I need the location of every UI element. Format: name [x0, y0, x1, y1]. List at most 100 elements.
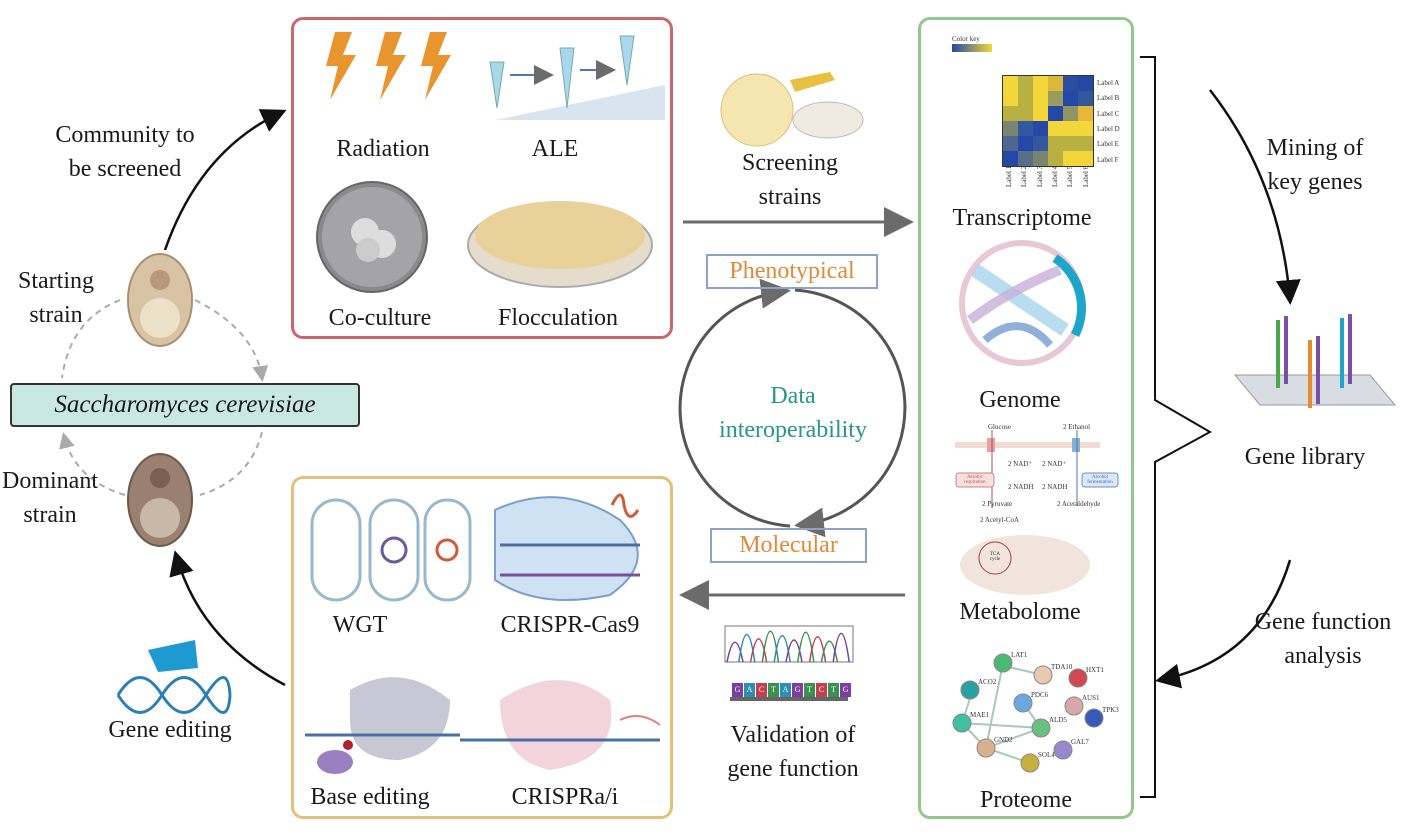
protein-node [993, 653, 1013, 673]
chromatogram-peak [785, 639, 803, 663]
heatmap-cell [1063, 136, 1078, 151]
heatmap-cell [1003, 151, 1018, 166]
heatmap-cell [1003, 76, 1018, 91]
genome-chord-icon [959, 240, 1086, 366]
metabolome-pathway-icon [955, 430, 1119, 595]
omics-bracket [1140, 56, 1213, 798]
starting-strain-cell-icon [127, 253, 193, 347]
heatmap-cell [1003, 106, 1018, 121]
heatmap-row-label: Label B [1097, 94, 1120, 103]
screening-methods-box [291, 17, 673, 339]
screening-strains-label: Screening strains [742, 150, 838, 210]
ethanol-label: 2 Ethanol [1063, 423, 1091, 431]
chromatogram-peak [820, 640, 839, 663]
base-editing-label: Base editing [310, 784, 430, 810]
heatmap-cell [1078, 91, 1093, 106]
heatmap-cell [1048, 76, 1063, 91]
heatmap-cell [1003, 91, 1018, 106]
heatmap-cell [1078, 76, 1093, 91]
heatmap-cell [1003, 121, 1018, 136]
nad-label-2: 2 NAD⁺ [1042, 460, 1067, 468]
protein-label: ACO2 [978, 678, 997, 686]
arrow-function [1155, 559, 1292, 689]
protein-node [1068, 668, 1088, 688]
protein-label: ALD5 [1049, 716, 1067, 724]
heatmap-cell [1048, 136, 1063, 151]
heatmap-cell [1078, 106, 1093, 121]
tca-label: TCA cycle [989, 552, 1001, 562]
nadh-label-1: 2 NADH [1008, 483, 1034, 491]
acetyl-coa-label: 2 Acetyl-CoA [980, 516, 1020, 524]
base-tile: G [840, 683, 851, 697]
heatmap-col-label: Label 6 [1081, 165, 1090, 187]
heatmap-cell [1018, 106, 1033, 121]
heatmap-cell [1033, 151, 1048, 166]
heatmap-cell [1078, 136, 1093, 151]
protein-node [1053, 740, 1073, 760]
gene-library-label: Gene library [1244, 444, 1366, 470]
ale-icon [489, 35, 665, 120]
base-tile: G [732, 683, 743, 697]
metabolome-label: Metabolome [959, 599, 1081, 625]
radiation-label: Radiation [336, 136, 430, 162]
proteome-label: Proteome [980, 787, 1072, 813]
heatmap-row-label: Label E [1097, 140, 1119, 149]
protein-label: SOL4 [1038, 751, 1055, 759]
cycle-arrow-left [678, 278, 791, 528]
protein-label: TPK3 [1102, 706, 1119, 714]
heatmap-cell [1003, 136, 1018, 151]
transcriptome-heatmap: Color key Label A Label B Label C Label D La… [950, 35, 1120, 195]
protein-node [1084, 708, 1104, 728]
editing-methods-box [291, 476, 673, 819]
crispr-cas9-label: CRISPR-Cas9 [500, 612, 640, 638]
alcohol-label: Alcohol fermentation [1087, 475, 1113, 485]
heatmap-cell [1078, 121, 1093, 136]
dominant-strain-cell-icon [127, 453, 193, 547]
color-key-bar [952, 44, 992, 52]
starting-strain-label: Starting strain [18, 268, 94, 328]
heatmap-cell [1033, 136, 1048, 151]
heatmap-row-label: Label A [1097, 79, 1120, 87]
protein-node [952, 713, 972, 733]
heatmap-col-label: Label 4 [1050, 165, 1059, 187]
validation-label: Validation of gene function [727, 722, 859, 782]
chromatogram-peak [832, 632, 850, 663]
chromatogram-peak [749, 638, 768, 663]
nad-label-1: 2 NAD⁺ [1008, 460, 1033, 468]
screening-strains-icon [720, 72, 864, 147]
pyruvate-label: 2 Pyruvate [982, 500, 1013, 508]
heatmap-row-label: Label C [1097, 109, 1120, 118]
protein-label: MAE1 [970, 711, 990, 719]
crispr-cas9-icon [494, 493, 640, 601]
data-interoperability-label: Data interoperability [719, 383, 867, 443]
gene-editing-label: Gene editing [108, 717, 232, 743]
coculture-label: Co-culture [328, 305, 432, 331]
protein-node [1033, 665, 1053, 685]
protein-node [1013, 693, 1033, 713]
heatmap-col-label: Label 5 [1066, 165, 1075, 187]
heatmap-cell [1033, 91, 1048, 106]
heatmap-col-label: Label 2 [1020, 165, 1029, 187]
transcriptome-label: Transcriptome [952, 205, 1092, 231]
base-tile: T [828, 683, 839, 697]
base-tile: A [744, 683, 755, 697]
arrow-mining [1209, 89, 1301, 305]
acetaldehyde-label: 2 Acetaldehyde [1057, 500, 1101, 508]
heatmap-cell [1018, 151, 1033, 166]
heatmap-cell [1048, 121, 1063, 136]
heatmap-row-label: Label F [1097, 155, 1119, 164]
genome-label: Genome [979, 387, 1061, 413]
omics-box [918, 17, 1134, 819]
mining-label: Mining of key genes [1266, 135, 1364, 195]
protein-label: HXT1 [1086, 666, 1104, 674]
flocculation-icon [467, 201, 653, 288]
cycle-arrow-right [794, 288, 907, 538]
heatmap-cell [1048, 151, 1063, 166]
protein-label: TDA10 [1051, 663, 1073, 671]
heatmap-row-label: Label D [1097, 124, 1120, 133]
heatmap-cell [1018, 121, 1033, 136]
chromatogram-peak [738, 634, 756, 663]
protein-node [960, 680, 980, 700]
protein-label: GND2 [994, 736, 1013, 744]
